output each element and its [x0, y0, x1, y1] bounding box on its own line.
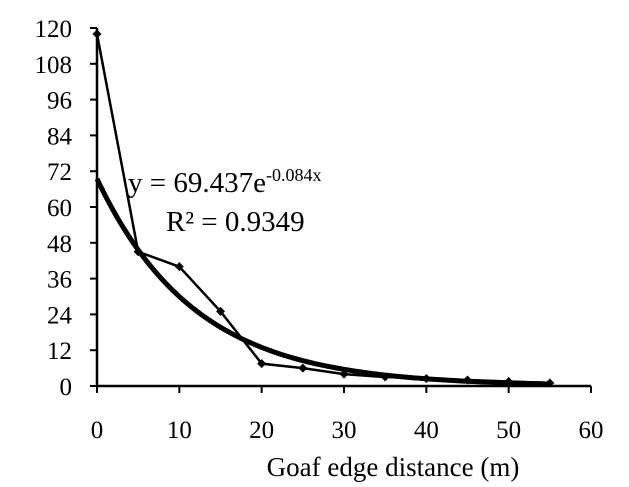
y-tick-label: 108	[35, 52, 73, 79]
x-axis-label: Goaf edge distance (m)	[267, 452, 520, 482]
data-point	[257, 359, 267, 369]
data-point	[339, 369, 349, 379]
x-tick-label: 0	[91, 417, 104, 444]
x-tick-label: 20	[249, 417, 274, 444]
series-group	[92, 29, 555, 388]
data-point	[216, 306, 225, 316]
y-tick-label: 12	[47, 338, 72, 365]
y-tick-label: 84	[47, 123, 73, 150]
x-tick-label: 60	[579, 417, 604, 444]
y-tick-label: 72	[47, 159, 72, 186]
y-tick-label: 96	[47, 88, 72, 115]
y-tick-label: 120	[35, 16, 73, 43]
data-point	[133, 247, 143, 257]
trendline-group	[94, 177, 550, 387]
x-tick-labels: 0 10 20 30 40 50 60	[91, 417, 604, 444]
equation-exponent: -0.084x	[266, 165, 322, 185]
series-line	[95, 33, 550, 385]
data-point	[92, 29, 102, 39]
data-point	[545, 378, 555, 388]
x-tick-label: 50	[496, 417, 521, 444]
data-point	[463, 375, 472, 385]
y-tick-label: 24	[47, 302, 73, 329]
equation-prefix: y = 69.437e	[128, 167, 266, 199]
data-point	[298, 363, 308, 373]
y-tick-labels: 0 12 24 36 48 60 72 84 96 108 120	[35, 16, 73, 401]
data-point	[380, 372, 390, 382]
y-tick-label: 0	[60, 374, 73, 401]
y-tick-label: 36	[47, 267, 72, 294]
exponential-trendline	[94, 177, 550, 387]
equation-label: y = 69.437e-0.084x	[128, 165, 321, 199]
x-tick-label: 30	[332, 417, 357, 444]
x-tick-label: 10	[167, 417, 192, 444]
data-point	[174, 262, 184, 272]
y-tick-label: 48	[47, 231, 72, 258]
x-tick-label: 40	[414, 417, 439, 444]
data-point	[421, 374, 431, 384]
r-squared-label: R² = 0.9349	[166, 206, 305, 238]
data-point	[504, 377, 514, 387]
y-tick-label: 60	[47, 195, 72, 222]
